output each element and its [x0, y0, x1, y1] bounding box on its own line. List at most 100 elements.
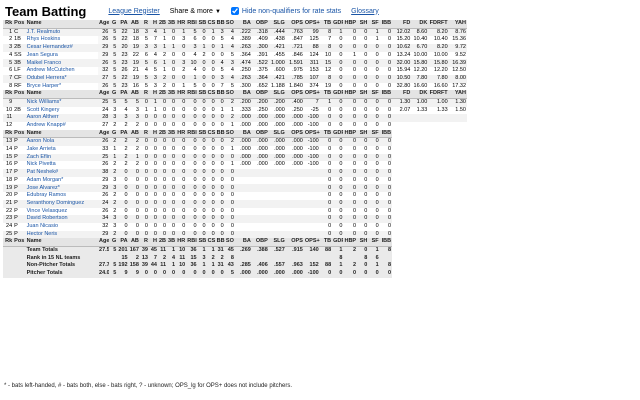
column-header[interactable]: PA: [117, 129, 129, 139]
player-name-link[interactable]: Aaron Altherr: [25, 114, 99, 122]
player-name-link[interactable]: Rhys Hoskins: [26, 36, 61, 43]
player-name-link[interactable]: Nick Williams*: [25, 98, 99, 107]
column-header[interactable]: BB: [215, 90, 225, 99]
player-name-link[interactable]: Juan Nicasio: [26, 222, 59, 229]
column-header[interactable]: OPS+: [303, 90, 320, 99]
column-header[interactable]: HBP: [343, 90, 358, 99]
column-header[interactable]: SLG: [268, 129, 286, 139]
column-header[interactable]: SH: [357, 129, 369, 139]
column-header[interactable]: TB: [319, 129, 333, 139]
column-header[interactable]: SF: [368, 90, 380, 99]
column-header[interactable]: PA: [117, 238, 129, 247]
player-name-link[interactable]: Hector Neris: [25, 230, 99, 239]
column-header[interactable]: TB: [319, 20, 333, 29]
column-header[interactable]: DK: [411, 90, 429, 99]
column-header[interactable]: BA: [234, 20, 252, 29]
column-header[interactable]: TB: [319, 90, 333, 99]
column-header[interactable]: YAH: [448, 20, 467, 29]
column-header[interactable]: Age: [98, 129, 110, 139]
column-header[interactable]: OPS+: [303, 238, 320, 247]
player-name-link[interactable]: Vince Velasquez: [26, 207, 68, 214]
column-header[interactable]: HR: [176, 90, 187, 99]
player-name-link[interactable]: Seranthony Dominguez: [25, 199, 99, 208]
column-header[interactable]: OPS: [285, 129, 304, 139]
column-header[interactable]: SH: [357, 90, 369, 99]
column-header[interactable]: SB: [197, 90, 207, 99]
column-header[interactable]: IBB: [379, 238, 393, 247]
column-header[interactable]: Name: [25, 90, 99, 99]
column-header[interactable]: RBI: [186, 238, 198, 247]
column-header[interactable]: YAH: [448, 90, 467, 99]
player-name-link[interactable]: Pat Neshek#: [25, 169, 99, 177]
column-header[interactable]: G: [109, 129, 118, 139]
column-header[interactable]: H: [148, 238, 158, 247]
player-name-link[interactable]: Andrew McCutchen: [26, 67, 75, 74]
column-header[interactable]: SB: [197, 238, 207, 247]
column-header[interactable]: Age: [98, 90, 110, 99]
column-header[interactable]: TB: [319, 238, 333, 247]
player-name-link[interactable]: Andrew Knapp#: [26, 122, 66, 129]
player-name-link[interactable]: David Robertson: [25, 215, 99, 223]
column-header[interactable]: SB: [197, 129, 207, 139]
column-header[interactable]: CS: [206, 90, 216, 99]
hide-nonqualifiers-toggle[interactable]: Hide non-qualifiers for rate stats: [230, 7, 341, 15]
column-header[interactable]: Rk: [3, 20, 14, 29]
column-header[interactable]: HBP: [343, 129, 358, 139]
column-header[interactable]: 2B: [157, 129, 168, 139]
column-header[interactable]: DK: [411, 20, 429, 29]
column-header[interactable]: OBP: [251, 129, 269, 139]
column-header[interactable]: SH: [357, 238, 369, 247]
column-header[interactable]: SO: [224, 129, 235, 139]
column-header[interactable]: R: [139, 238, 149, 247]
column-header[interactable]: IBB: [379, 129, 393, 139]
column-header[interactable]: G: [109, 238, 118, 247]
player-name-link[interactable]: Cesar Hernandez#: [25, 44, 99, 52]
column-header[interactable]: 3B: [167, 90, 177, 99]
column-header[interactable]: SLG: [268, 20, 286, 29]
column-header[interactable]: BB: [215, 20, 225, 29]
column-header[interactable]: BA: [234, 129, 252, 139]
column-header[interactable]: 2B: [157, 20, 168, 29]
column-header[interactable]: Rk: [3, 90, 14, 99]
column-header[interactable]: OPS: [285, 238, 304, 247]
column-header[interactable]: Pos: [13, 20, 26, 29]
player-name-link[interactable]: Edubray Ramos: [26, 192, 67, 199]
column-header[interactable]: BB: [215, 238, 225, 247]
share-menu-button[interactable]: Share & more ▼: [170, 8, 221, 15]
column-header[interactable]: 3B: [167, 20, 177, 29]
column-header[interactable]: SH: [357, 20, 369, 29]
column-header[interactable]: SB: [197, 20, 207, 29]
column-header[interactable]: FDRFT: [428, 90, 449, 99]
column-header[interactable]: G: [109, 90, 118, 99]
column-header[interactable]: IBB: [379, 90, 393, 99]
column-header[interactable]: Pos: [13, 129, 26, 139]
column-header[interactable]: OBP: [251, 90, 269, 99]
column-header[interactable]: CS: [206, 129, 216, 139]
column-header[interactable]: GDP: [332, 129, 344, 139]
column-header[interactable]: BA: [234, 90, 252, 99]
column-header[interactable]: 3B: [167, 238, 177, 247]
column-header[interactable]: 3B: [167, 129, 177, 139]
column-header[interactable]: OPS+: [303, 129, 320, 139]
player-name-link[interactable]: Bryce Harper*: [26, 82, 62, 89]
column-header[interactable]: OBP: [251, 20, 269, 29]
column-header[interactable]: Name: [25, 238, 99, 247]
column-header[interactable]: RBI: [186, 90, 198, 99]
column-header[interactable]: HBP: [343, 20, 358, 29]
column-header[interactable]: 2B: [157, 90, 168, 99]
column-header[interactable]: AB: [128, 90, 140, 99]
column-header[interactable]: AB: [128, 20, 140, 29]
column-header[interactable]: SO: [224, 238, 235, 247]
player-name-link[interactable]: Adam Morgan*: [26, 176, 64, 183]
column-header[interactable]: SF: [368, 238, 380, 247]
column-header[interactable]: Age: [98, 20, 110, 29]
column-header[interactable]: OPS: [285, 90, 304, 99]
column-header[interactable]: HR: [176, 238, 187, 247]
player-name-link[interactable]: Jose Alvarez*: [25, 184, 99, 193]
player-name-link[interactable]: Scott Kingery: [26, 106, 60, 113]
league-register-link[interactable]: League Register: [108, 7, 160, 15]
column-header[interactable]: BA: [234, 238, 252, 247]
column-header[interactable]: Rk: [3, 129, 14, 139]
player-name-link[interactable]: Odubel Herrera*: [25, 74, 99, 83]
column-header[interactable]: Pos: [13, 90, 26, 99]
